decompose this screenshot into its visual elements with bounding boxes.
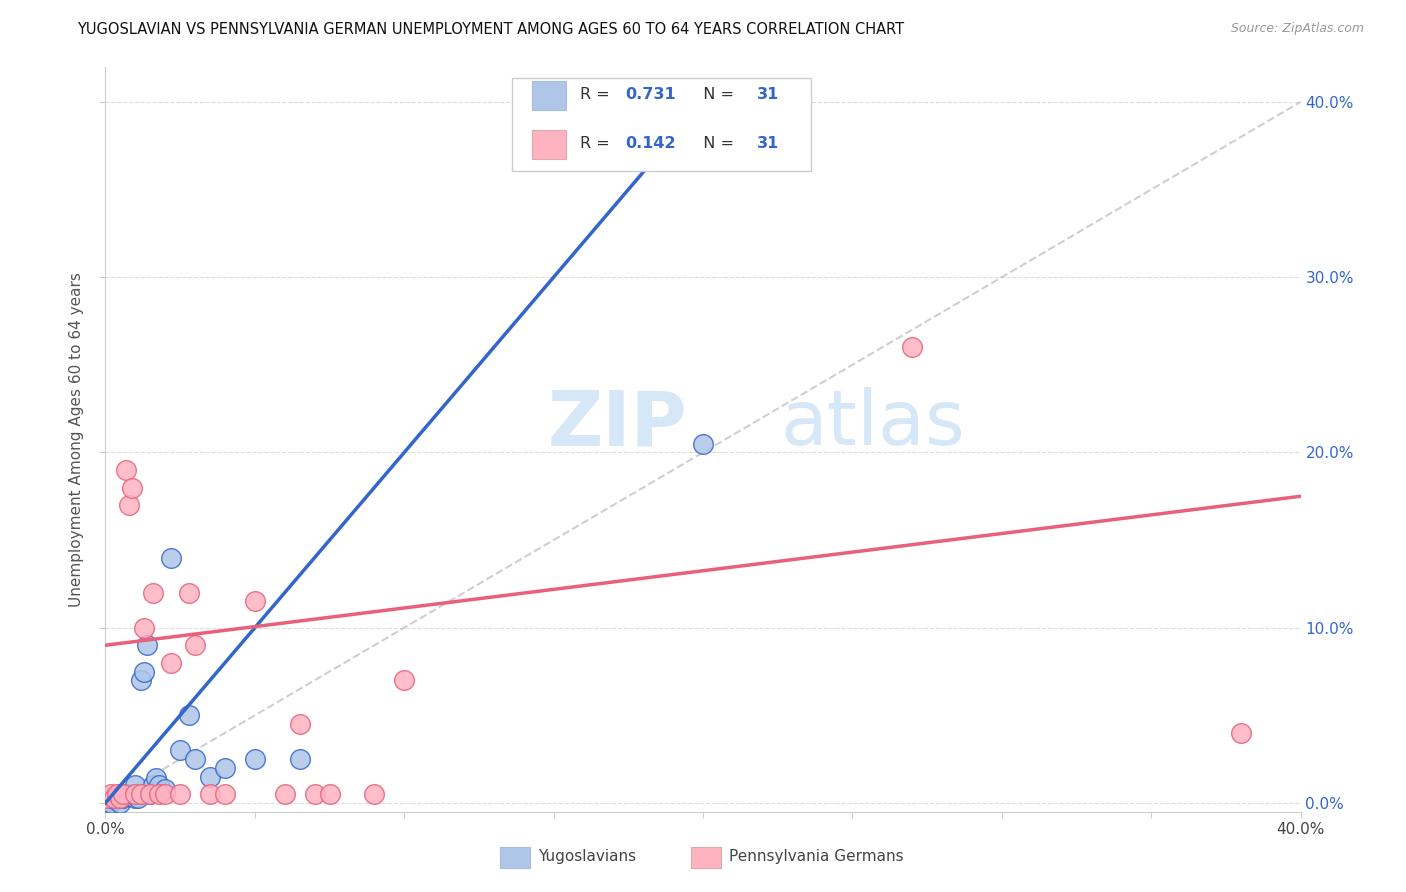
Point bbox=[169, 743, 191, 757]
Text: 31: 31 bbox=[756, 87, 779, 103]
Point bbox=[214, 761, 236, 775]
Point bbox=[243, 594, 266, 608]
Point bbox=[129, 673, 153, 688]
Point bbox=[110, 790, 132, 805]
Point bbox=[184, 752, 207, 766]
Point bbox=[134, 621, 156, 635]
Text: Source: ZipAtlas.com: Source: ZipAtlas.com bbox=[1230, 22, 1364, 36]
Point bbox=[100, 796, 122, 810]
Point bbox=[145, 772, 167, 786]
Point bbox=[177, 585, 201, 599]
Point bbox=[288, 717, 311, 731]
Point bbox=[142, 779, 165, 793]
Point bbox=[115, 787, 138, 801]
Text: N =: N = bbox=[693, 136, 740, 151]
Point bbox=[148, 787, 170, 801]
Point bbox=[394, 673, 416, 688]
Point bbox=[901, 340, 924, 354]
Point bbox=[110, 787, 132, 801]
Text: R =: R = bbox=[579, 136, 614, 151]
Text: R =: R = bbox=[579, 87, 614, 103]
Point bbox=[692, 436, 714, 450]
Text: Pennsylvania Germans: Pennsylvania Germans bbox=[730, 849, 904, 864]
Text: 31: 31 bbox=[756, 136, 779, 151]
Point bbox=[139, 787, 162, 801]
Point bbox=[134, 665, 156, 679]
Point bbox=[115, 463, 138, 477]
Text: ZIP: ZIP bbox=[547, 387, 688, 461]
Point bbox=[97, 790, 120, 805]
FancyBboxPatch shape bbox=[512, 78, 810, 171]
Point bbox=[94, 796, 117, 810]
Text: YUGOSLAVIAN VS PENNSYLVANIA GERMAN UNEMPLOYMENT AMONG AGES 60 TO 64 YEARS CORREL: YUGOSLAVIAN VS PENNSYLVANIA GERMAN UNEMP… bbox=[77, 22, 904, 37]
Point bbox=[124, 779, 146, 793]
Point bbox=[177, 708, 201, 723]
Bar bbox=[692, 847, 721, 868]
Point bbox=[139, 787, 162, 801]
Point bbox=[129, 787, 153, 801]
Y-axis label: Unemployment Among Ages 60 to 64 years: Unemployment Among Ages 60 to 64 years bbox=[69, 272, 84, 607]
Point bbox=[112, 787, 135, 801]
Point bbox=[169, 787, 191, 801]
Point bbox=[160, 656, 183, 670]
Text: 0.142: 0.142 bbox=[626, 136, 676, 151]
Point bbox=[148, 779, 170, 793]
Point bbox=[112, 790, 135, 805]
Bar bbox=[531, 81, 565, 110]
Point bbox=[304, 787, 326, 801]
Point bbox=[160, 550, 183, 565]
Point bbox=[118, 498, 141, 512]
Point bbox=[103, 792, 125, 806]
Point bbox=[94, 790, 117, 805]
Point bbox=[124, 790, 146, 805]
Text: Yugoslavians: Yugoslavians bbox=[538, 849, 636, 864]
Point bbox=[288, 752, 311, 766]
Point bbox=[155, 787, 177, 801]
Point bbox=[1229, 726, 1253, 740]
Text: N =: N = bbox=[693, 87, 740, 103]
Point bbox=[121, 481, 143, 495]
Point bbox=[198, 787, 221, 801]
Point bbox=[124, 787, 146, 801]
Point bbox=[363, 787, 385, 801]
Point bbox=[127, 790, 149, 805]
Point bbox=[273, 787, 295, 801]
Point bbox=[121, 787, 143, 801]
Point bbox=[100, 787, 122, 801]
Bar bbox=[531, 130, 565, 159]
Point bbox=[243, 752, 266, 766]
Point bbox=[198, 770, 221, 784]
Point bbox=[136, 638, 159, 652]
Point bbox=[103, 790, 125, 805]
Text: atlas: atlas bbox=[780, 387, 966, 461]
Text: 0.731: 0.731 bbox=[626, 87, 676, 103]
Point bbox=[107, 790, 129, 805]
Point bbox=[118, 789, 141, 803]
Point bbox=[107, 787, 129, 801]
Bar bbox=[501, 847, 530, 868]
Point bbox=[214, 787, 236, 801]
Point bbox=[318, 787, 340, 801]
Point bbox=[184, 638, 207, 652]
Point bbox=[155, 781, 177, 796]
Point bbox=[142, 585, 165, 599]
Point bbox=[110, 796, 132, 810]
